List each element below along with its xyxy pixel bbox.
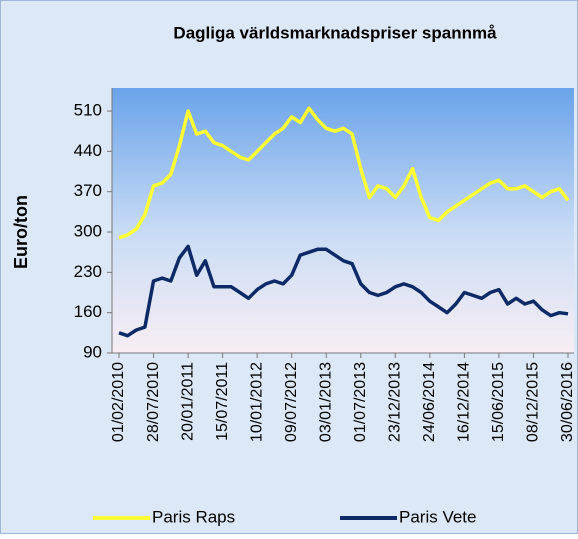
x-tick-label: 03/01/2013 <box>317 362 334 442</box>
legend-label: Paris Raps <box>152 507 235 526</box>
x-tick-label: 15/06/2015 <box>490 362 507 442</box>
x-tick-label: 10/01/2012 <box>248 362 265 442</box>
legend-label: Paris Vete <box>399 507 477 526</box>
y-axis-label: Euro/ton <box>11 195 31 269</box>
chart-title: Dagliga världsmarknadspriser spannmå <box>173 23 497 42</box>
y-tick-label: 440 <box>74 141 102 160</box>
x-tick-label: 09/07/2012 <box>283 362 300 442</box>
x-tick-label: 01/07/2013 <box>352 362 369 442</box>
y-tick-label: 510 <box>74 101 102 120</box>
x-tick-label: 24/06/2014 <box>421 362 438 442</box>
line-series <box>118 244 569 338</box>
x-tick-label: 28/07/2010 <box>145 362 162 442</box>
y-tick-label: 160 <box>74 302 102 321</box>
line-series <box>118 106 570 240</box>
x-tick-label: 20/01/2011 <box>179 362 196 441</box>
x-tick-label: 23/12/2013 <box>387 362 404 442</box>
plot-area <box>112 88 574 353</box>
x-tick-label: 01/02/2010 <box>110 362 127 442</box>
x-tick-label: 08/12/2015 <box>525 362 542 442</box>
y-tick-label: 90 <box>83 342 102 361</box>
y-tick-label: 300 <box>74 222 102 241</box>
x-tick-label: 16/12/2014 <box>456 362 473 442</box>
y-tick-label: 230 <box>74 262 102 281</box>
x-tick-label: 15/07/2011 <box>214 362 231 441</box>
y-tick-label: 370 <box>74 181 102 200</box>
x-tick-label: 30/06/2016 <box>559 362 576 442</box>
